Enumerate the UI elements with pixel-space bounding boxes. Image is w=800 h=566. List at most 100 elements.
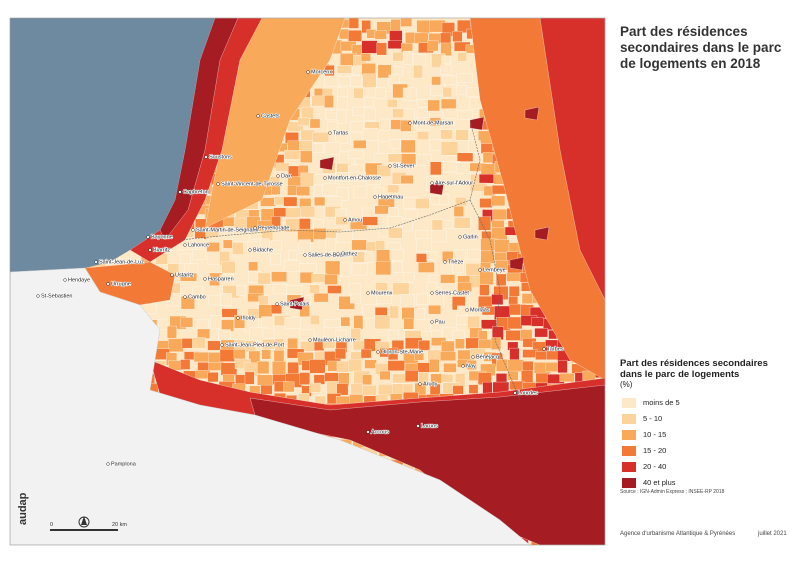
commune [271, 271, 287, 282]
commune [374, 315, 391, 330]
commune [275, 162, 290, 172]
commune [270, 253, 281, 266]
commune [413, 319, 431, 332]
commune [222, 374, 235, 383]
commune [299, 329, 315, 341]
north-arrow [81, 516, 87, 525]
commune [271, 185, 281, 195]
map-area [10, 18, 605, 545]
commune [491, 227, 508, 241]
commune [348, 30, 362, 42]
commune [374, 205, 390, 215]
place-label: Ustaritz [175, 272, 194, 278]
commune [258, 295, 269, 307]
place-marker [170, 273, 174, 277]
commune [257, 272, 271, 285]
commune [376, 42, 387, 56]
place-label: Hendaye [68, 277, 90, 283]
place-marker [461, 364, 465, 368]
commune [221, 261, 236, 274]
place-marker [430, 181, 434, 185]
commune [261, 349, 271, 360]
place-label: Nay [466, 363, 476, 369]
agency: Agence d'urbanisme Atlantique & Pyrénées [620, 531, 735, 537]
commune [442, 75, 459, 85]
commune [324, 75, 341, 88]
commune [207, 340, 221, 351]
place-label: Mourenx [371, 290, 393, 296]
commune [387, 99, 398, 108]
place-label: Urrugne [111, 281, 131, 287]
commune [507, 370, 519, 381]
commune [521, 370, 534, 383]
commune [429, 358, 440, 373]
place-label: Dax [281, 173, 291, 179]
commune [298, 239, 311, 254]
commune [440, 64, 452, 75]
place-label: Morlaàs [470, 307, 490, 313]
place-label: Montfort-en-Chalosse [328, 175, 381, 181]
commune [428, 305, 441, 315]
commune [453, 217, 471, 229]
legend-label: 15 - 20 [643, 446, 666, 455]
commune [362, 128, 379, 141]
commune [210, 314, 223, 329]
place-label: Cambo [188, 294, 206, 300]
place-label: Aire-sur-l'Adour [435, 180, 473, 186]
commune [309, 382, 322, 393]
commune [404, 370, 419, 382]
place-label: Lahonce [188, 242, 209, 248]
commune [258, 304, 273, 319]
place-label: Castets [261, 113, 280, 119]
commune [416, 293, 428, 305]
commune [439, 194, 450, 205]
place-label: Tartas [333, 130, 348, 136]
scale-end: 20 km [112, 522, 127, 528]
place-marker [36, 294, 40, 298]
commune [400, 139, 416, 153]
commune [283, 196, 298, 207]
commune [348, 18, 359, 29]
commune [416, 131, 429, 140]
commune [379, 370, 391, 380]
commune [557, 360, 568, 374]
place-marker [471, 355, 475, 359]
place-marker [216, 182, 220, 186]
place-label: Mont-de-Marsan [413, 120, 453, 126]
place-label: Lembeye [483, 267, 506, 273]
commune [387, 360, 405, 371]
commune [379, 118, 390, 131]
commune [324, 95, 334, 108]
commune [457, 305, 467, 317]
commune [353, 186, 368, 198]
commune [430, 161, 442, 176]
commune [221, 308, 238, 318]
commune-zone [429, 181, 445, 196]
place-label: Bidache [253, 247, 273, 253]
commune [360, 53, 371, 62]
commune [455, 197, 467, 207]
commune [389, 139, 401, 149]
place-label: Saint-Palais [280, 301, 310, 307]
commune [217, 329, 231, 341]
place-label: Hagetmau [378, 194, 403, 200]
commune [180, 296, 195, 310]
commune [400, 175, 414, 184]
place-marker [418, 382, 422, 386]
logo: audap [17, 492, 29, 525]
commune [466, 87, 481, 97]
commune [297, 117, 310, 126]
commune [505, 330, 521, 341]
commune [192, 337, 206, 349]
commune [324, 142, 342, 155]
commune [284, 150, 301, 160]
place-marker [336, 252, 340, 256]
commune [220, 362, 238, 376]
commune-zone [289, 296, 305, 311]
legend-swatch [622, 462, 636, 472]
commune [192, 286, 204, 298]
commune [387, 184, 400, 193]
commune [468, 140, 481, 153]
legend-title: Part des résidences secondaires dans le … [620, 358, 768, 380]
place-label: Capbreton [183, 189, 209, 195]
